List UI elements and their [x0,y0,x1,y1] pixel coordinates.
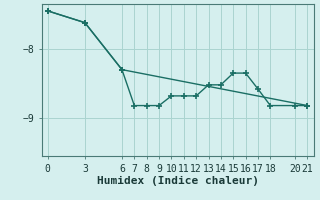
X-axis label: Humidex (Indice chaleur): Humidex (Indice chaleur) [97,176,259,186]
